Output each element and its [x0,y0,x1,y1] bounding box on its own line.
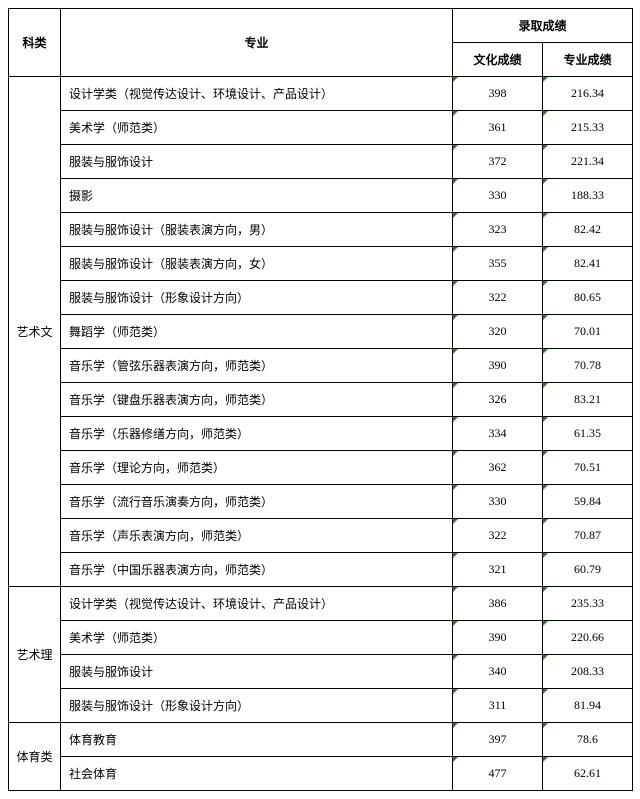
pro-score-cell: 80.65 [543,281,633,315]
major-cell: 音乐学（中国乐器表演方向，师范类） [61,553,453,587]
category-cell: 体育类 [9,723,61,791]
table-row: 服装与服饰设计340208.33 [9,655,633,689]
culture-score-cell: 477 [453,757,543,791]
major-cell: 音乐学（流行音乐演奏方向，师范类） [61,485,453,519]
table-row: 服装与服饰设计372221.34 [9,145,633,179]
table-row: 音乐学（理论方向，师范类）36270.51 [9,451,633,485]
category-cell: 艺术文 [9,77,61,587]
header-category: 科类 [9,9,61,77]
culture-score-cell: 323 [453,213,543,247]
culture-score-cell: 372 [453,145,543,179]
table-row: 服装与服饰设计（服装表演方向，男）32382.42 [9,213,633,247]
pro-score-cell: 220.66 [543,621,633,655]
culture-score-cell: 330 [453,179,543,213]
major-cell: 服装与服饰设计（形象设计方向） [61,281,453,315]
table-row: 社会体育47762.61 [9,757,633,791]
table-row: 服装与服饰设计（形象设计方向）31181.94 [9,689,633,723]
culture-score-cell: 386 [453,587,543,621]
culture-score-cell: 334 [453,417,543,451]
culture-score-cell: 340 [453,655,543,689]
major-cell: 设计学类（视觉传达设计、环境设计、产品设计） [61,587,453,621]
culture-score-cell: 390 [453,349,543,383]
major-cell: 美术学（师范类） [61,621,453,655]
major-cell: 美术学（师范类） [61,111,453,145]
table-row: 艺术文设计学类（视觉传达设计、环境设计、产品设计）398216.34 [9,77,633,111]
major-cell: 服装与服饰设计 [61,145,453,179]
culture-score-cell: 321 [453,553,543,587]
table-row: 体育类体育教育39778.6 [9,723,633,757]
pro-score-cell: 61.35 [543,417,633,451]
culture-score-cell: 326 [453,383,543,417]
table-body: 艺术文设计学类（视觉传达设计、环境设计、产品设计）398216.34美术学（师范… [9,77,633,791]
table-row: 摄影330188.33 [9,179,633,213]
table-row: 舞蹈学（师范类）32070.01 [9,315,633,349]
pro-score-cell: 215.33 [543,111,633,145]
culture-score-cell: 362 [453,451,543,485]
major-cell: 舞蹈学（师范类） [61,315,453,349]
major-cell: 社会体育 [61,757,453,791]
table-row: 音乐学（声乐表演方向，师范类）32270.87 [9,519,633,553]
pro-score-cell: 82.42 [543,213,633,247]
major-cell: 音乐学（理论方向，师范类） [61,451,453,485]
pro-score-cell: 81.94 [543,689,633,723]
major-cell: 音乐学（管弦乐器表演方向，师范类） [61,349,453,383]
header-major: 专业 [61,9,453,77]
pro-score-cell: 208.33 [543,655,633,689]
major-cell: 音乐学（声乐表演方向，师范类） [61,519,453,553]
pro-score-cell: 70.51 [543,451,633,485]
culture-score-cell: 397 [453,723,543,757]
major-cell: 服装与服饰设计（形象设计方向） [61,689,453,723]
culture-score-cell: 330 [453,485,543,519]
header-score-culture: 文化成绩 [453,43,543,77]
culture-score-cell: 322 [453,281,543,315]
pro-score-cell: 59.84 [543,485,633,519]
culture-score-cell: 390 [453,621,543,655]
header-scores-group: 录取成绩 [453,9,633,43]
table-row: 艺术理设计学类（视觉传达设计、环境设计、产品设计）386235.33 [9,587,633,621]
major-cell: 摄影 [61,179,453,213]
pro-score-cell: 188.33 [543,179,633,213]
table-row: 音乐学（键盘乐器表演方向，师范类）32683.21 [9,383,633,417]
table-header: 科类 专业 录取成绩 文化成绩 专业成绩 [9,9,633,77]
table-row: 服装与服饰设计（服装表演方向，女）35582.41 [9,247,633,281]
major-cell: 服装与服饰设计（服装表演方向，女） [61,247,453,281]
culture-score-cell: 398 [453,77,543,111]
major-cell: 服装与服饰设计 [61,655,453,689]
major-cell: 设计学类（视觉传达设计、环境设计、产品设计） [61,77,453,111]
pro-score-cell: 70.78 [543,349,633,383]
culture-score-cell: 355 [453,247,543,281]
pro-score-cell: 78.6 [543,723,633,757]
culture-score-cell: 322 [453,519,543,553]
pro-score-cell: 216.34 [543,77,633,111]
table-row: 音乐学（乐器修缮方向，师范类）33461.35 [9,417,633,451]
pro-score-cell: 70.01 [543,315,633,349]
pro-score-cell: 62.61 [543,757,633,791]
culture-score-cell: 320 [453,315,543,349]
pro-score-cell: 82.41 [543,247,633,281]
pro-score-cell: 235.33 [543,587,633,621]
table-row: 美术学（师范类）361215.33 [9,111,633,145]
table-row: 美术学（师范类）390220.66 [9,621,633,655]
major-cell: 音乐学（乐器修缮方向，师范类） [61,417,453,451]
category-cell: 艺术理 [9,587,61,723]
table-row: 音乐学（流行音乐演奏方向，师范类）33059.84 [9,485,633,519]
pro-score-cell: 221.34 [543,145,633,179]
header-score-pro: 专业成绩 [543,43,633,77]
table-row: 音乐学（管弦乐器表演方向，师范类）39070.78 [9,349,633,383]
major-cell: 体育教育 [61,723,453,757]
culture-score-cell: 361 [453,111,543,145]
pro-score-cell: 83.21 [543,383,633,417]
culture-score-cell: 311 [453,689,543,723]
table-row: 服装与服饰设计（形象设计方向）32280.65 [9,281,633,315]
pro-score-cell: 70.87 [543,519,633,553]
admission-scores-table: 科类 专业 录取成绩 文化成绩 专业成绩 艺术文设计学类（视觉传达设计、环境设计… [8,8,633,791]
table-row: 音乐学（中国乐器表演方向，师范类）32160.79 [9,553,633,587]
major-cell: 服装与服饰设计（服装表演方向，男） [61,213,453,247]
major-cell: 音乐学（键盘乐器表演方向，师范类） [61,383,453,417]
pro-score-cell: 60.79 [543,553,633,587]
